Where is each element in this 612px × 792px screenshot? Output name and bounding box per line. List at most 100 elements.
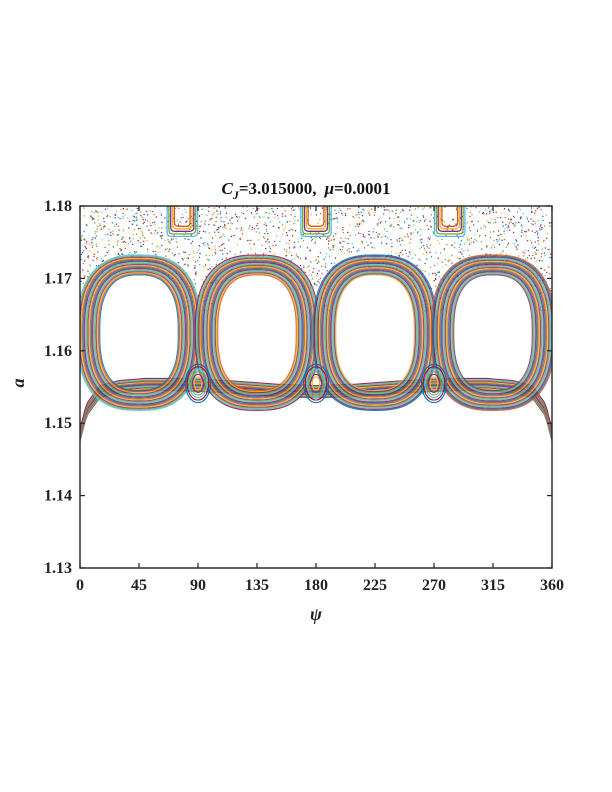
chaos-point bbox=[429, 251, 431, 254]
chaos-point bbox=[500, 212, 503, 214]
saddle-lobe-curve bbox=[429, 376, 439, 391]
saddle-lobe-curve bbox=[193, 376, 203, 391]
chaos-point bbox=[170, 239, 172, 241]
chaos-point bbox=[129, 240, 132, 243]
chaos-point bbox=[364, 236, 366, 238]
chaos-point bbox=[219, 236, 221, 238]
chaos-point bbox=[219, 225, 222, 228]
chaos-point bbox=[427, 228, 430, 230]
chaos-point bbox=[285, 232, 288, 234]
chaos-point bbox=[83, 275, 85, 277]
chaos-point bbox=[199, 225, 201, 227]
chaos-point bbox=[81, 252, 84, 254]
chaos-point bbox=[242, 212, 245, 215]
chaos-point bbox=[315, 214, 318, 216]
chaos-point bbox=[441, 238, 443, 240]
chaos-point bbox=[487, 203, 488, 204]
chaos-point bbox=[96, 202, 97, 203]
chaos-point bbox=[361, 214, 364, 217]
chaos-point bbox=[332, 246, 334, 248]
chaos-point bbox=[429, 266, 431, 268]
chaos-point bbox=[544, 247, 546, 249]
chaos-point bbox=[448, 224, 450, 226]
chaos-point bbox=[201, 208, 203, 210]
chaos-point bbox=[541, 248, 543, 250]
chaos-point bbox=[177, 262, 180, 264]
chaos-point bbox=[206, 258, 209, 261]
chaos-point bbox=[181, 258, 183, 260]
chaos-point bbox=[155, 216, 157, 218]
chaos-point bbox=[204, 223, 206, 225]
chaos-point bbox=[356, 225, 358, 227]
chaos-point bbox=[326, 237, 329, 239]
chaos-point bbox=[528, 254, 530, 256]
chaos-point bbox=[488, 207, 490, 209]
chaos-point bbox=[316, 272, 319, 275]
chaos-point bbox=[152, 210, 154, 213]
chaos-point bbox=[346, 208, 349, 210]
chaos-point bbox=[434, 272, 436, 274]
chaos-point bbox=[283, 228, 285, 230]
chaos-point bbox=[117, 216, 119, 219]
chaos-point bbox=[379, 222, 382, 224]
chaos-point bbox=[302, 233, 304, 236]
chaos-point bbox=[339, 248, 341, 251]
chaos-point bbox=[310, 261, 312, 263]
island-contour bbox=[319, 260, 431, 405]
chaos-point bbox=[349, 224, 351, 226]
chaos-point bbox=[146, 225, 148, 227]
chaos-point bbox=[208, 232, 210, 234]
chaos-point bbox=[186, 257, 189, 259]
chaos-point bbox=[453, 247, 456, 249]
chaos-point bbox=[312, 238, 314, 240]
island-contour bbox=[445, 267, 541, 398]
chaos-point bbox=[173, 203, 174, 204]
chaos-point bbox=[104, 255, 106, 257]
chaos-point bbox=[391, 210, 393, 212]
chaos-point bbox=[461, 248, 463, 250]
saddle-lobe-curve bbox=[424, 368, 444, 398]
chaos-point bbox=[522, 212, 524, 215]
island-contour bbox=[215, 273, 299, 393]
chaos-point bbox=[323, 202, 324, 203]
chaos-point bbox=[155, 253, 157, 256]
chaos-point bbox=[292, 209, 294, 211]
chaos-point bbox=[406, 218, 408, 220]
chaos-point bbox=[325, 238, 328, 240]
chaos-point bbox=[107, 233, 109, 236]
island-contour bbox=[327, 267, 423, 398]
chaos-point bbox=[190, 242, 193, 244]
island-contour bbox=[325, 265, 425, 400]
chaos-point bbox=[143, 213, 145, 216]
chaos-point bbox=[530, 206, 533, 209]
chaos-point bbox=[293, 246, 295, 248]
chaos-point bbox=[212, 254, 214, 256]
chaos-point bbox=[496, 241, 498, 243]
chaos-point bbox=[151, 243, 154, 245]
chaos-point bbox=[128, 227, 130, 229]
chaos-point bbox=[157, 245, 159, 247]
chaos-point bbox=[198, 263, 201, 266]
chaos-point bbox=[521, 229, 523, 232]
chaos-point bbox=[297, 256, 300, 258]
island-contour bbox=[335, 274, 415, 392]
chaos-point bbox=[330, 239, 333, 241]
island-contour bbox=[202, 261, 312, 404]
title-cj-subscript: J bbox=[232, 188, 240, 202]
chaos-point bbox=[104, 246, 106, 249]
chaos-point bbox=[529, 239, 532, 241]
chaos-point bbox=[330, 262, 333, 264]
chaos-point bbox=[159, 247, 161, 249]
chaos-point bbox=[368, 230, 370, 233]
chaos-point bbox=[434, 275, 437, 277]
chaos-point bbox=[142, 217, 144, 219]
chaos-point bbox=[224, 206, 226, 208]
chaos-point bbox=[288, 243, 290, 245]
chaos-point bbox=[396, 239, 398, 241]
chaos-point bbox=[390, 224, 392, 226]
chaos-point bbox=[493, 222, 495, 224]
chaos-point bbox=[398, 252, 400, 255]
chaos-point bbox=[309, 207, 312, 209]
chaos-point bbox=[128, 220, 131, 222]
island-contour bbox=[206, 264, 308, 401]
